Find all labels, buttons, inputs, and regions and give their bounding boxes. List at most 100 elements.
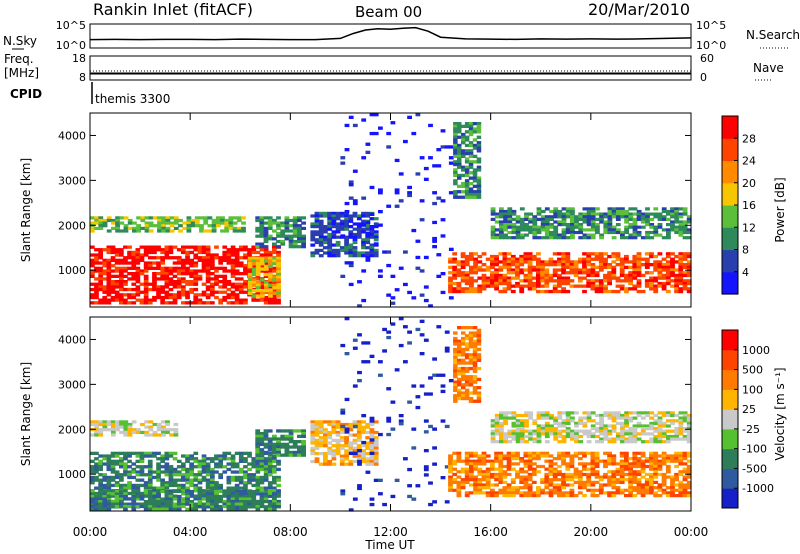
heatmap-cell: [632, 212, 638, 216]
heatmap-cell: [477, 462, 483, 466]
heatmap-cell: [230, 290, 236, 294]
heatmap-cell: [477, 454, 483, 458]
heatmap-cell: [90, 507, 95, 511]
heatmap-cell: [632, 230, 638, 235]
heatmap-cell: [456, 260, 462, 264]
colorbar-tick-label: 28: [742, 132, 756, 145]
heatmap-cell: [284, 216, 290, 220]
heatmap-cell: [644, 491, 650, 495]
heatmap-cell: [403, 325, 408, 329]
heatmap-cell: [578, 434, 584, 439]
heatmap-cell: [490, 260, 495, 264]
heatmap-cell: [569, 265, 575, 269]
heatmap-cell: [494, 268, 499, 272]
heatmap-cell: [515, 271, 520, 275]
heatmap-cell: [201, 248, 207, 252]
heatmap-cell: [181, 261, 186, 265]
heatmap-cell: [185, 266, 190, 270]
heatmap-cell: [607, 289, 612, 294]
heatmap-cell: [189, 478, 194, 482]
heatmap-cell: [218, 457, 223, 461]
heatmap-cell: [544, 284, 550, 288]
heatmap-cell: [160, 301, 165, 305]
heatmap-cell: [230, 274, 236, 278]
heatmap-cell: [361, 444, 366, 448]
heatmap-cell: [477, 488, 483, 492]
heatmap-cell: [94, 499, 99, 504]
heatmap-cell: [335, 452, 341, 456]
heatmap-cell: [661, 273, 667, 278]
heatmap-cell: [632, 271, 638, 275]
heatmap-cell: [407, 193, 412, 198]
heatmap-cell: [106, 258, 112, 262]
heatmap-cell: [590, 434, 596, 439]
heatmap-cell: [272, 442, 277, 446]
heatmap-cell: [222, 266, 228, 270]
heatmap-cell: [670, 494, 675, 498]
heatmap-cell: [94, 285, 99, 289]
heatmap-cell: [156, 264, 161, 268]
heatmap-cell: [403, 457, 408, 461]
heatmap-cell: [369, 246, 375, 250]
heatmap-cell: [194, 224, 200, 228]
heatmap-cell: [544, 276, 550, 280]
heatmap-cell: [143, 295, 149, 300]
heatmap-cell: [506, 287, 512, 291]
heatmap-cell: [373, 254, 379, 258]
heatmap-cell: [344, 397, 350, 402]
heatmap-cell: [598, 488, 604, 492]
heatmap-cell: [657, 273, 663, 278]
heatmap-cell: [620, 416, 625, 420]
heatmap-cell: [131, 470, 137, 474]
heatmap-cell: [143, 502, 149, 506]
heatmap-cell: [102, 298, 108, 302]
heatmap-cell: [665, 260, 671, 264]
heatmap-cell: [499, 416, 504, 420]
heatmap-cell: [260, 291, 265, 295]
heatmap-cell: [502, 480, 508, 484]
heatmap-cell: [607, 437, 613, 441]
heatmap-cell: [263, 245, 269, 249]
heatmap-cell: [494, 257, 499, 261]
heatmap-cell: [540, 488, 545, 492]
heatmap-cell: [490, 491, 495, 495]
heatmap-cell: [686, 236, 692, 240]
heatmap-cell: [657, 212, 663, 216]
heatmap-cell: [544, 480, 550, 484]
heatmap-cell: [147, 465, 153, 469]
heatmap-cell: [678, 230, 684, 235]
heatmap-cell: [507, 411, 513, 415]
heatmap-cell: [440, 234, 446, 238]
heatmap-cell: [260, 289, 265, 293]
heatmap-cell: [461, 350, 466, 354]
heatmap-cell: [519, 427, 525, 431]
heatmap-cell: [565, 434, 571, 439]
heatmap-cell: [653, 427, 659, 431]
heatmap-cell: [310, 232, 316, 237]
heatmap-cell: [569, 464, 575, 469]
heatmap-cell: [469, 470, 474, 474]
heatmap-cell: [636, 209, 642, 214]
heatmap-cell: [636, 464, 642, 469]
heatmap-cell: [176, 261, 182, 265]
heatmap-cell: [523, 451, 529, 455]
heatmap-cell: [632, 263, 638, 267]
heatmap-cell: [536, 228, 542, 232]
heatmap-cell: [565, 419, 571, 423]
heatmap-cell: [565, 260, 571, 264]
heatmap-cell: [565, 429, 571, 433]
heatmap-cell: [536, 217, 542, 221]
heatmap-cell: [331, 452, 337, 456]
heatmap-cell: [615, 437, 621, 441]
heatmap-cell: [553, 427, 559, 431]
heatmap-cell: [201, 301, 207, 305]
heatmap-cell: [255, 453, 261, 457]
heatmap-cell: [636, 268, 642, 272]
heatmap-cell: [119, 293, 124, 297]
heatmap-cell: [243, 285, 248, 289]
heatmap-cell: [201, 465, 207, 469]
heatmap-cell: [263, 478, 269, 482]
heatmap-cell: [106, 245, 112, 249]
heatmap-cell: [201, 497, 207, 501]
heatmap-cell: [457, 342, 462, 346]
